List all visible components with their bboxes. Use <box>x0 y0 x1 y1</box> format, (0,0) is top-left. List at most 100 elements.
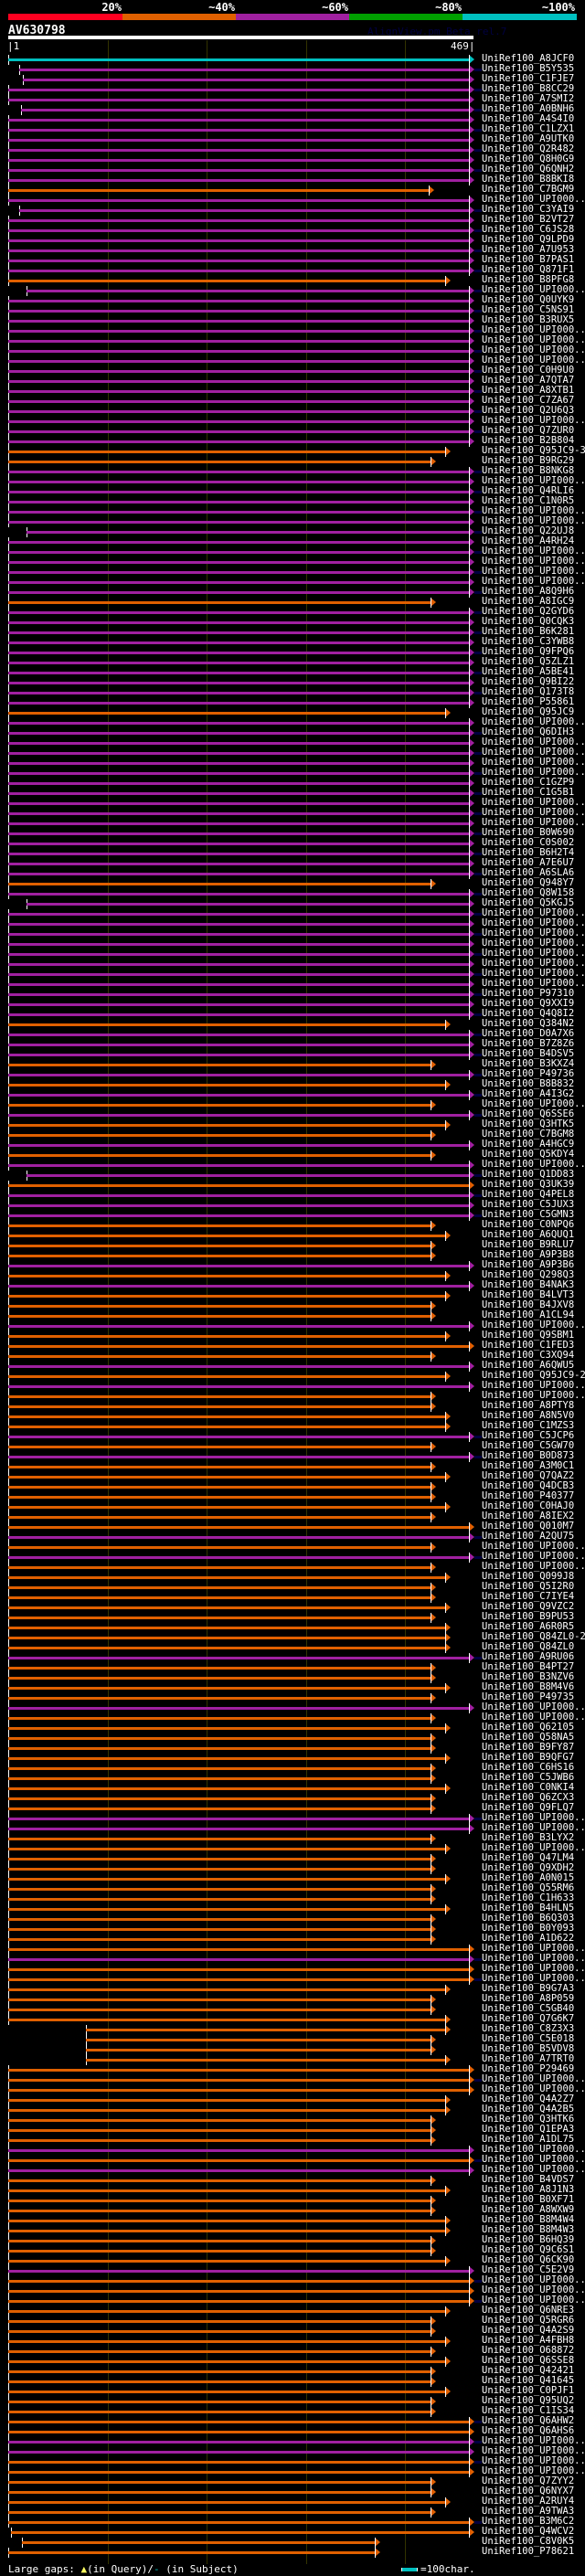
hit-label[interactable]: UniRef100_B6HQ39 <box>482 2234 575 2245</box>
hit-label[interactable]: UniRef100_UPI000.. <box>482 928 585 938</box>
hit-label[interactable]: UniRef100_A4HGC9 <box>482 1139 575 1150</box>
hit-label[interactable]: UniRef100_UPI000.. <box>482 1320 585 1330</box>
hit-label[interactable]: UniRef100_A8Q9H6 <box>482 586 575 597</box>
hit-label[interactable]: UniRef100_UPI000.. <box>482 938 585 949</box>
hit-label[interactable]: UniRef100_UPI000.. <box>482 2295 585 2306</box>
hit-label[interactable]: UniRef100_Q6DIH3 <box>482 726 575 737</box>
hit-label[interactable]: UniRef100_Q0UYK9 <box>482 294 575 305</box>
hit-label[interactable]: UniRef100_Q7ZYY2 <box>482 2475 575 2486</box>
hit-label[interactable]: UniRef100_A8WXW9 <box>482 2204 575 2215</box>
hit-label[interactable]: UniRef100_Q6NYX7 <box>482 2486 575 2496</box>
hit-label[interactable]: UniRef100_Q7G6K7 <box>482 2013 575 2024</box>
hit-label[interactable]: UniRef100_Q9FLQ7 <box>482 1802 575 1813</box>
hit-label[interactable]: UniRef100_C1IS34 <box>482 2405 575 2416</box>
hit-label[interactable]: UniRef100_A8JCF0 <box>482 53 575 64</box>
hit-label[interactable]: UniRef100_A9P3B8 <box>482 1249 575 1260</box>
hit-label[interactable]: UniRef100_Q2U6Q3 <box>482 405 575 416</box>
hit-label[interactable]: UniRef100_C3YWB8 <box>482 636 575 647</box>
hit-label[interactable]: UniRef100_Q6QNH2 <box>482 164 575 175</box>
hit-label[interactable]: UniRef100_Q41645 <box>482 2375 575 2386</box>
hit-label[interactable]: UniRef100_B0XF71 <box>482 2194 575 2205</box>
hit-label[interactable]: UniRef100_UPI000.. <box>482 556 585 567</box>
hit-label[interactable]: UniRef100_Q95JC9-3 <box>482 445 585 456</box>
hit-label[interactable]: UniRef100_Q4PEL8 <box>482 1189 575 1200</box>
hit-label[interactable]: UniRef100_UPI000.. <box>482 1842 585 1853</box>
hit-label[interactable]: UniRef100_A8IGC9 <box>482 596 575 607</box>
hit-label[interactable]: UniRef100_UPI000.. <box>482 917 585 928</box>
hit-label[interactable]: UniRef100_UPI000.. <box>482 2154 585 2165</box>
hit-label[interactable]: UniRef100_A3M0C1 <box>482 1460 575 1471</box>
hit-label[interactable]: UniRef100_A1D622 <box>482 1933 575 1944</box>
hit-label[interactable]: UniRef100_A9UTK0 <box>482 133 575 144</box>
hit-label[interactable]: UniRef100_UPI000.. <box>482 1963 585 1974</box>
hit-label[interactable]: UniRef100_A7U953 <box>482 244 575 255</box>
hit-label[interactable]: UniRef100_B9QFG7 <box>482 1752 575 1763</box>
hit-label[interactable]: UniRef100_UPI000.. <box>482 194 585 205</box>
hit-label[interactable]: UniRef100_B9RLU7 <box>482 1239 575 1250</box>
hit-label[interactable]: UniRef100_UPI000.. <box>482 797 585 808</box>
hit-label[interactable]: UniRef100_Q3UK39 <box>482 1179 575 1190</box>
hit-label[interactable]: UniRef100_B5Y535 <box>482 63 575 74</box>
hit-label[interactable]: UniRef100_B4JXV8 <box>482 1299 575 1310</box>
hit-label[interactable]: UniRef100_B9PU53 <box>482 1611 575 1622</box>
hit-label[interactable]: UniRef100_B3RUX5 <box>482 314 575 325</box>
hit-label[interactable]: UniRef100_B3M6C2 <box>482 2516 575 2527</box>
hit-label[interactable]: UniRef100_Q4A2Z7 <box>482 2094 575 2104</box>
hit-label[interactable]: UniRef100_Q5I2R0 <box>482 1581 575 1592</box>
hit-label[interactable]: UniRef100_B8BKI8 <box>482 174 575 185</box>
hit-label[interactable]: UniRef100_UPI000.. <box>482 1159 585 1170</box>
hit-label[interactable]: UniRef100_A8XTB1 <box>482 385 575 396</box>
hit-label[interactable]: UniRef100_B8NKG8 <box>482 465 575 476</box>
hit-label[interactable]: UniRef100_C5E018 <box>482 2033 575 2044</box>
hit-label[interactable]: UniRef100_UPI000.. <box>482 2164 585 2175</box>
hit-label[interactable]: UniRef100_Q6CK90 <box>482 2254 575 2265</box>
hit-label[interactable]: UniRef100_UPI000.. <box>482 1943 585 1954</box>
hit-label[interactable]: UniRef100_C1N0R5 <box>482 495 575 506</box>
hit-label[interactable]: UniRef100_C0HAJ0 <box>482 1500 575 1511</box>
hit-label[interactable]: UniRef100_B7Z8Z6 <box>482 1038 575 1049</box>
hit-label[interactable]: UniRef100_A4RH24 <box>482 535 575 546</box>
hit-label[interactable]: UniRef100_C0NPQ6 <box>482 1219 575 1230</box>
hit-label[interactable]: UniRef100_Q173T8 <box>482 686 575 697</box>
hit-label[interactable]: UniRef100_UPI000.. <box>482 1973 585 1984</box>
hit-label[interactable]: UniRef100_A1CL94 <box>482 1309 575 1320</box>
hit-label[interactable]: UniRef100_Q5ZLZ1 <box>482 656 575 667</box>
hit-label[interactable]: UniRef100_A0BNH6 <box>482 103 575 114</box>
hit-label[interactable]: UniRef100_C7IYE4 <box>482 1591 575 1602</box>
hit-label[interactable]: UniRef100_C8Z3X3 <box>482 2023 575 2034</box>
hit-label[interactable]: UniRef100_Q7QAZ2 <box>482 1470 575 1481</box>
hit-label[interactable]: UniRef100_Q9XDH2 <box>482 1862 575 1873</box>
hit-label[interactable]: UniRef100_UPI000.. <box>482 475 585 486</box>
hit-label[interactable]: UniRef100_C5E2V9 <box>482 2264 575 2275</box>
hit-label[interactable]: UniRef100_UPI000.. <box>482 2435 585 2446</box>
hit-label[interactable]: UniRef100_B4NAK3 <box>482 1279 575 1290</box>
hit-label[interactable]: UniRef100_UPI000.. <box>482 1712 585 1723</box>
hit-label[interactable]: UniRef100_Q3HTK6 <box>482 2114 575 2125</box>
hit-label[interactable]: UniRef100_A2QU75 <box>482 1531 575 1542</box>
hit-label[interactable]: UniRef100_D0A7X6 <box>482 1028 575 1039</box>
hit-label[interactable]: UniRef100_C1LZX1 <box>482 123 575 134</box>
hit-label[interactable]: UniRef100_Q9FPQ6 <box>482 646 575 657</box>
hit-label[interactable]: UniRef100_Q84ZL0 <box>482 1641 575 1652</box>
hit-label[interactable]: UniRef100_C7BGM8 <box>482 1129 575 1140</box>
hit-label[interactable]: UniRef100_A4I3G2 <box>482 1088 575 1099</box>
hit-label[interactable]: UniRef100_Q4WCV2 <box>482 2526 575 2537</box>
hit-label[interactable]: UniRef100_UPI000.. <box>482 747 585 758</box>
hit-label[interactable]: UniRef100_B4LVT3 <box>482 1289 575 1300</box>
hit-label[interactable]: UniRef100_B9RG29 <box>482 455 575 466</box>
hit-label[interactable]: UniRef100_Q6SSE6 <box>482 1108 575 1119</box>
hit-label[interactable]: UniRef100_Q62105 <box>482 1722 575 1733</box>
hit-label[interactable]: UniRef100_P29469 <box>482 2063 575 2074</box>
hit-label[interactable]: UniRef100_Q6ZCX3 <box>482 1792 575 1803</box>
hit-label[interactable]: UniRef100_A8IEX2 <box>482 1511 575 1521</box>
hit-label[interactable]: UniRef100_B3NZV6 <box>482 1671 575 1682</box>
hit-label[interactable]: UniRef100_UPI000.. <box>482 2465 585 2476</box>
hit-label[interactable]: UniRef100_C5JCP6 <box>482 1430 575 1441</box>
hit-label[interactable]: UniRef100_Q9BI22 <box>482 676 575 687</box>
hit-label[interactable]: UniRef100_Q4RLI6 <box>482 485 575 496</box>
hit-label[interactable]: UniRef100_UPI000.. <box>482 515 585 526</box>
hit-label[interactable]: UniRef100_UPI000.. <box>482 1822 585 1833</box>
hit-label[interactable]: UniRef100_UPI000.. <box>482 324 585 335</box>
hit-label[interactable]: UniRef100_Q6NRE3 <box>482 2305 575 2316</box>
hit-label[interactable]: UniRef100_Q6SSE8 <box>482 2355 575 2366</box>
